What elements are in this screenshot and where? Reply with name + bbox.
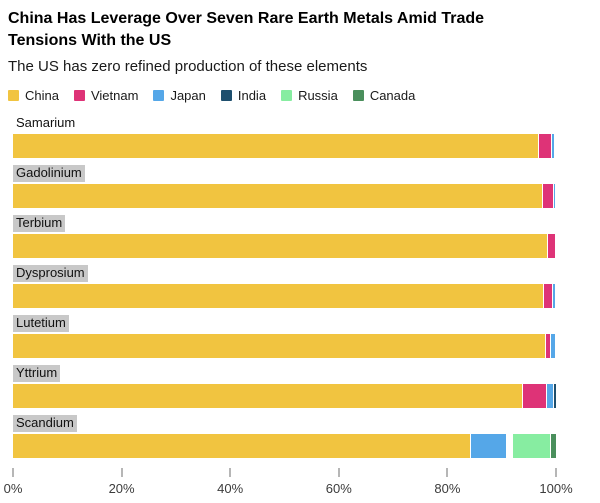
legend-swatch-japan [153,90,165,101]
chart-row-terbium: Terbium [13,214,556,258]
bar-segment-japan [547,384,553,408]
bar-segment-china [13,234,547,258]
legend-item-russia: Russia [281,89,338,102]
chart-row-lutetium: Lutetium [13,314,556,358]
bar-segment-japan [471,434,507,458]
bar-segment-china [13,434,471,458]
x-axis-tick [12,468,14,477]
stacked-bar-scandium [13,434,556,458]
x-axis: 0% 20% 40% 60% 80% 100% [4,468,573,500]
stacked-bar-lutetium [13,334,556,358]
stacked-bar-terbium [13,234,556,258]
legend-label-vietnam: Vietnam [90,88,139,103]
chart-row-gadolinium: Gadolinium [13,164,556,208]
legend: China Vietnam Japan India Russia Canada [8,89,590,102]
x-axis-tick-label: 100% [539,481,573,496]
legend-item-vietnam: Vietnam [73,88,139,103]
stacked-bar-gadolinium [13,184,556,208]
x-axis-tick [338,468,340,477]
bar-segment-japan [551,134,554,158]
bar-segment-vietnam [539,134,551,158]
bar-segment-vietnam [544,284,552,308]
legend-swatch-china [8,90,19,101]
bar-segment-vietnam [545,334,550,358]
bar-segment-canada [551,434,556,458]
chart-row-dysprosium: Dysprosium [13,264,556,308]
x-axis-tick-label: 0% [3,481,23,496]
bar-segment-russia [512,434,551,458]
chart-row-samarium: Samarium [13,114,556,158]
bar-segment-china [13,134,539,158]
row-label-scandium: Scandium [13,415,77,432]
stacked-bar-samarium [13,134,556,158]
legend-swatch-russia [281,90,293,101]
bar-segment-japan [551,334,555,358]
bar-segment-china [13,384,522,408]
bar-segment-china [13,284,543,308]
bar-segment-vietnam [543,184,553,208]
x-axis-tick-label: 20% [108,481,135,496]
legend-label-canada: Canada [369,88,416,103]
chart-title: China Has Leverage Over Seven Rare Earth… [8,8,590,52]
chart-title-line1: China Has Leverage Over Seven Rare Earth… [8,10,485,27]
x-axis-tick [446,468,448,477]
row-label-yttrium: Yttrium [13,365,61,382]
row-label-lutetium: Lutetium [13,315,69,332]
chart-row-yttrium: Yttrium [13,364,556,408]
bar-segment-japan [553,184,556,208]
bar-segment-vietnam [547,234,555,258]
bar-segment-vietnam [522,384,547,408]
x-axis-tick-label: 60% [325,481,352,496]
legend-label-china: China [25,88,59,103]
legend-label-russia: Russia [298,88,338,103]
legend-item-japan: Japan [153,88,206,103]
chart-row-scandium: Scandium [13,414,556,458]
x-axis-tick [229,468,231,477]
bar-segment-other [507,434,512,458]
legend-swatch-vietnam [73,90,85,101]
bar-segment-china [13,334,545,358]
legend-swatch-canada [352,90,364,101]
bar-segment-india [553,384,556,408]
stacked-bar-yttrium [13,384,556,408]
row-label-dysprosium: Dysprosium [13,265,88,282]
row-label-samarium: Samarium [16,115,76,130]
bar-segment-china [13,184,543,208]
plot-area: Samarium Gadolinium Terbium Dysprosium Lutet… [13,114,556,458]
x-axis-tick [555,468,557,477]
legend-label-japan: Japan [170,88,206,103]
x-axis-tick-label: 80% [434,481,461,496]
row-label-gadolinium: Gadolinium [13,165,85,182]
chart-subtitle: The US has zero refined production of th… [8,58,368,75]
bar-segment-japan [552,284,555,308]
legend-item-india: India [220,88,267,103]
stacked-bar-dysprosium [13,284,556,308]
x-axis-tick-label: 40% [217,481,244,496]
legend-label-india: India [237,88,267,103]
legend-swatch-india [220,90,232,101]
legend-item-canada: Canada [352,88,416,103]
chart-title-line2: Tensions With the US [8,32,172,49]
x-axis-tick [121,468,123,477]
row-label-terbium: Terbium [13,215,66,232]
legend-item-china: China [8,89,59,102]
